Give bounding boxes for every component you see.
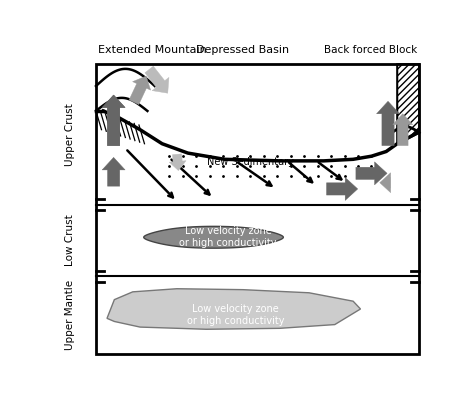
Polygon shape [107, 289, 360, 329]
Text: New Sedimentary: New Sedimentary [207, 158, 294, 167]
Text: Back forced Block: Back forced Block [324, 45, 418, 55]
Text: Upper Crust: Upper Crust [65, 103, 75, 166]
Text: Extended Mountain: Extended Mountain [98, 45, 207, 55]
Text: Low velocity zone
or high conductivity: Low velocity zone or high conductivity [180, 226, 277, 248]
Text: Depressed Basin: Depressed Basin [196, 45, 290, 55]
Polygon shape [397, 64, 419, 144]
Text: Low Crust: Low Crust [65, 215, 75, 266]
Text: Low velocity zone
or high conductivity: Low velocity zone or high conductivity [187, 305, 284, 326]
Text: Upper Mantle: Upper Mantle [65, 280, 75, 350]
Polygon shape [144, 226, 283, 248]
